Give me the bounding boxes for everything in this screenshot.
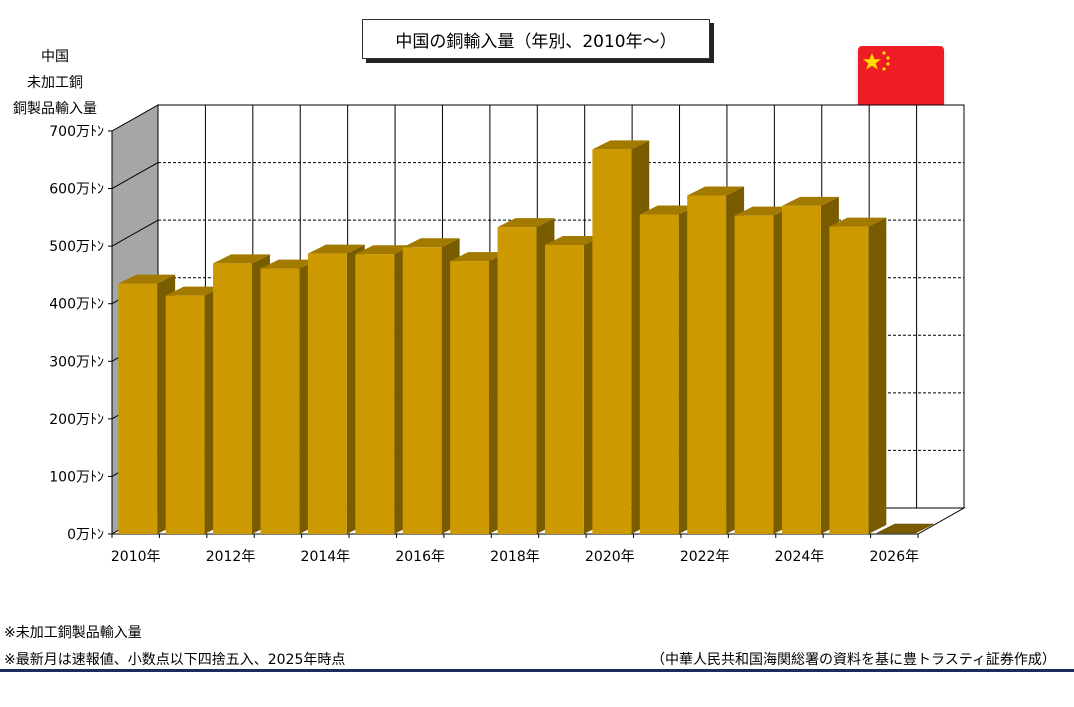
y-tick-label: 100万ﾄﾝ — [49, 469, 104, 485]
bar-top — [829, 217, 887, 227]
bar — [876, 523, 934, 534]
y-axis-label-line-2: 未加工銅 — [27, 75, 83, 91]
bottom-rule — [0, 669, 1074, 672]
x-tick-label: 2018年 — [490, 549, 540, 565]
y-tick-label: 200万ﾄﾝ — [49, 412, 104, 428]
bar — [829, 217, 887, 534]
bar-top — [307, 244, 365, 254]
flag-small-star — [886, 62, 890, 66]
flag-small-star — [886, 56, 890, 60]
bar-top — [687, 186, 745, 196]
bar-front — [307, 253, 347, 534]
bar-top — [544, 235, 602, 245]
bar-front — [402, 247, 442, 534]
bar-front — [260, 268, 300, 534]
x-tick-label: 2014年 — [301, 549, 351, 565]
bar-front — [687, 195, 727, 535]
bar-top — [592, 140, 650, 150]
x-tick-label: 2016年 — [395, 549, 445, 565]
y-tick-label: 300万ﾄﾝ — [49, 354, 104, 370]
bar-front — [213, 263, 252, 534]
bar-front — [165, 295, 205, 534]
bar-top — [165, 286, 223, 296]
bar-front — [544, 244, 584, 534]
y-axis-label: 中国 未加工銅 銅製品輸入量 — [0, 44, 110, 122]
x-tick-label: 2010年 — [111, 549, 161, 565]
flag-small-star — [882, 51, 886, 55]
bar-front — [450, 261, 490, 534]
note-2: ※最新月は速報値、小数点以下四捨五入、2025年時点 — [4, 652, 346, 668]
bar-top — [639, 205, 697, 215]
chart-title: 中国の銅輸入量（年別、2010年～） — [362, 19, 710, 59]
flag-big-star — [863, 53, 881, 70]
x-tick-label: 2026年 — [869, 549, 919, 565]
bar-front — [592, 149, 632, 534]
bar-side — [868, 217, 887, 534]
x-tick-label: 2020年 — [585, 549, 635, 565]
bar-front — [734, 215, 774, 534]
bar-top — [213, 254, 270, 264]
bar-top — [497, 218, 555, 228]
bar-front — [829, 226, 869, 534]
side-gridline — [111, 162, 159, 190]
bar-top — [355, 245, 413, 255]
y-tick-label: 500万ﾄﾝ — [49, 239, 104, 255]
bar-top — [734, 206, 792, 216]
side-gridline — [111, 219, 159, 247]
bar-top — [402, 238, 460, 248]
bar-front — [782, 205, 821, 535]
y-tick-label: 0万ﾄﾝ — [67, 527, 104, 543]
bar-front — [639, 214, 679, 534]
flag-small-star — [882, 67, 886, 71]
bar-top — [118, 274, 176, 284]
y-tick-label: 600万ﾄﾝ — [49, 182, 104, 198]
bar-front — [497, 227, 537, 534]
bar-top — [782, 196, 839, 206]
x-tick-label: 2022年 — [680, 549, 730, 565]
source-note: （中華人民共和国海関総署の資料を基に豊トラスティ証券作成） — [651, 652, 1056, 668]
bar-top — [876, 523, 934, 534]
bar-top — [450, 252, 508, 262]
note-1: ※未加工銅製品輸入量 — [4, 625, 142, 641]
y-tick-label: 400万ﾄﾝ — [49, 297, 104, 313]
bar-front — [118, 283, 158, 534]
x-tick-label: 2012年 — [206, 549, 256, 565]
y-axis-label-line-3: 銅製品輸入量 — [13, 101, 97, 117]
bar-top — [260, 259, 318, 269]
bar-front — [355, 254, 395, 534]
x-tick-label: 2024年 — [775, 549, 825, 565]
y-tick-label: 700万ﾄﾝ — [49, 124, 104, 140]
china-flag-icon — [858, 46, 944, 109]
y-axis-label-line-1: 中国 — [41, 49, 69, 65]
